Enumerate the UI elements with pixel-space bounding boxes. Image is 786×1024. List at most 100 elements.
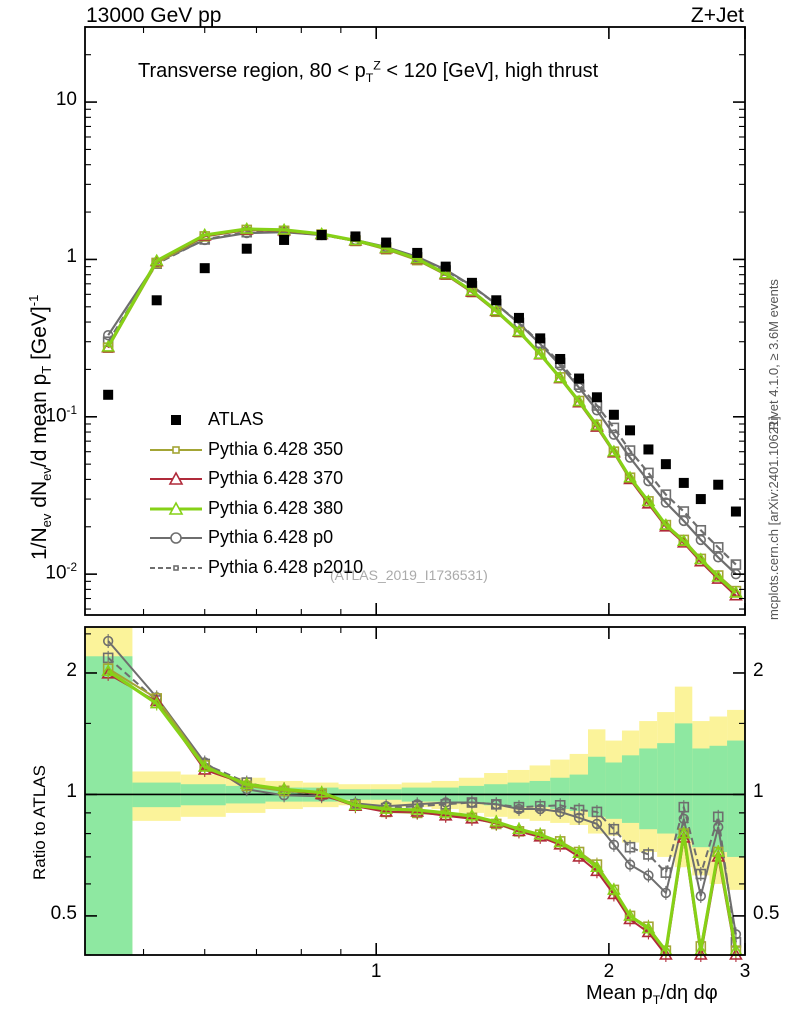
atlas-data-point: [279, 234, 290, 245]
atlas-data-point: [350, 231, 361, 242]
x-tick-label: 2: [603, 961, 615, 982]
ratio-series-marker: [608, 839, 620, 851]
ratio-series-marker: [197, 759, 212, 772]
x-axis-label: Mean pT/dη dφ: [586, 982, 718, 1007]
atlas-data-point: [643, 444, 654, 455]
main-series-line: [107, 231, 737, 575]
ratio-series-marker: [678, 801, 690, 813]
ratio-series-marker: [149, 696, 164, 709]
atlas-data-point: [199, 263, 210, 274]
ratio-series-marker: [641, 921, 656, 934]
ratio-series-marker: [513, 801, 525, 813]
ratio-series-marker: [348, 798, 363, 811]
atlas-data-point: [555, 353, 566, 364]
ratio-series-marker: [590, 860, 604, 873]
main-series-marker: [533, 347, 548, 359]
atlas-data-point: [412, 247, 423, 258]
ratio-series-marker: [643, 849, 654, 860]
main-series-marker: [489, 303, 504, 316]
legend-marker-icon: [148, 527, 204, 549]
ratio-series-marker: [490, 799, 502, 810]
ratio-series-marker: [711, 844, 726, 857]
ratio-band-inner: [85, 656, 133, 955]
ratio-series-marker: [410, 802, 425, 815]
atlas-data-point: [625, 425, 636, 436]
ratio-tick-label-right: 2: [753, 659, 764, 681]
main-series-marker: [624, 445, 636, 456]
ratio-series-marker: [660, 887, 672, 899]
main-series-marker: [711, 569, 726, 582]
ratio-series-marker: [643, 870, 654, 881]
x-tick-label: 1: [370, 961, 382, 982]
main-series-marker: [149, 253, 164, 266]
main-series-marker: [693, 552, 708, 565]
ratio-series-marker: [678, 813, 689, 825]
legend-item-label: Pythia 6.428 p2010: [208, 556, 364, 577]
header-right-process-label: Z+Jet: [690, 4, 744, 27]
main-series-marker: [197, 227, 212, 240]
legend-marker-icon: [148, 498, 204, 520]
ratio-series-marker: [660, 867, 672, 878]
y-tick-label: 10: [55, 89, 77, 111]
ratio-series-marker: [591, 818, 603, 830]
ratio-band-inner: [588, 756, 606, 817]
atlas-data-point: [608, 409, 619, 420]
ratio-tick-label-left: 1: [66, 781, 77, 803]
ratio-series-marker: [533, 827, 548, 840]
ratio-series-marker: [534, 800, 546, 812]
ratio-series-marker: [624, 859, 636, 870]
ratio-series-marker: [573, 804, 585, 816]
atlas-data-point: [241, 243, 252, 254]
atlas-data-point: [513, 312, 524, 323]
analysis-id-watermark: (ATLAS_2019_I1736531): [330, 567, 488, 583]
x-axis-label-text: Mean pT/dη dφ: [586, 982, 718, 1007]
main-series-marker: [729, 588, 743, 601]
ratio-series-marker: [554, 799, 566, 811]
atlas-data-point: [103, 389, 114, 400]
atlas-data-point: [316, 229, 327, 240]
atlas-data-point: [730, 506, 741, 517]
y-tick-label: 10-1: [45, 403, 77, 427]
ratio-series-marker: [712, 811, 724, 823]
ratio-tick-label-right: 1: [753, 781, 764, 803]
ratio-series-marker: [465, 808, 479, 821]
main-series-marker: [695, 524, 707, 536]
atlas-data-point: [466, 277, 477, 288]
ratio-series-marker: [277, 782, 291, 795]
legend-marker-icon: [148, 409, 204, 431]
ratio-band-inner: [621, 755, 640, 823]
main-series-marker: [660, 497, 672, 508]
ratio-series-marker: [607, 882, 621, 895]
ratio-band-inner: [639, 748, 658, 830]
ratio-band-inner: [727, 740, 745, 857]
main-series-marker: [729, 585, 743, 598]
main-series-marker: [712, 542, 724, 553]
ratio-series-marker: [314, 785, 329, 798]
ratio-band-inner: [657, 743, 675, 834]
atlas-data-point: [151, 295, 162, 306]
legend-item-label: Pythia 6.428 380: [208, 497, 344, 518]
atlas-data-point: [695, 494, 706, 505]
atlas-data-point: [591, 392, 602, 403]
ratio-series-marker: [101, 664, 116, 677]
ratio-series-marker: [489, 814, 504, 827]
ratio-series-marker: [379, 801, 394, 814]
main-series-marker: [465, 283, 479, 296]
ratio-series-marker: [466, 797, 478, 808]
atlas-data-point: [381, 237, 392, 248]
main-series-marker: [660, 489, 672, 500]
ratio-tick-label-left: 0.5: [50, 902, 77, 924]
ratio-series-marker: [572, 846, 586, 859]
ratio-series-marker: [608, 823, 620, 835]
main-series-marker: [553, 370, 568, 383]
main-series-marker: [239, 221, 254, 234]
main-series-marker: [608, 422, 620, 434]
main-series-marker: [623, 470, 637, 483]
ratio-tick-label-left: 2: [66, 659, 77, 681]
main-series-marker: [102, 329, 114, 341]
atlas-data-point: [574, 373, 585, 384]
main-series-marker: [678, 506, 690, 517]
header-left-beam-label: 13000 GeV pp: [86, 4, 222, 27]
ratio-band-inner: [709, 745, 728, 853]
